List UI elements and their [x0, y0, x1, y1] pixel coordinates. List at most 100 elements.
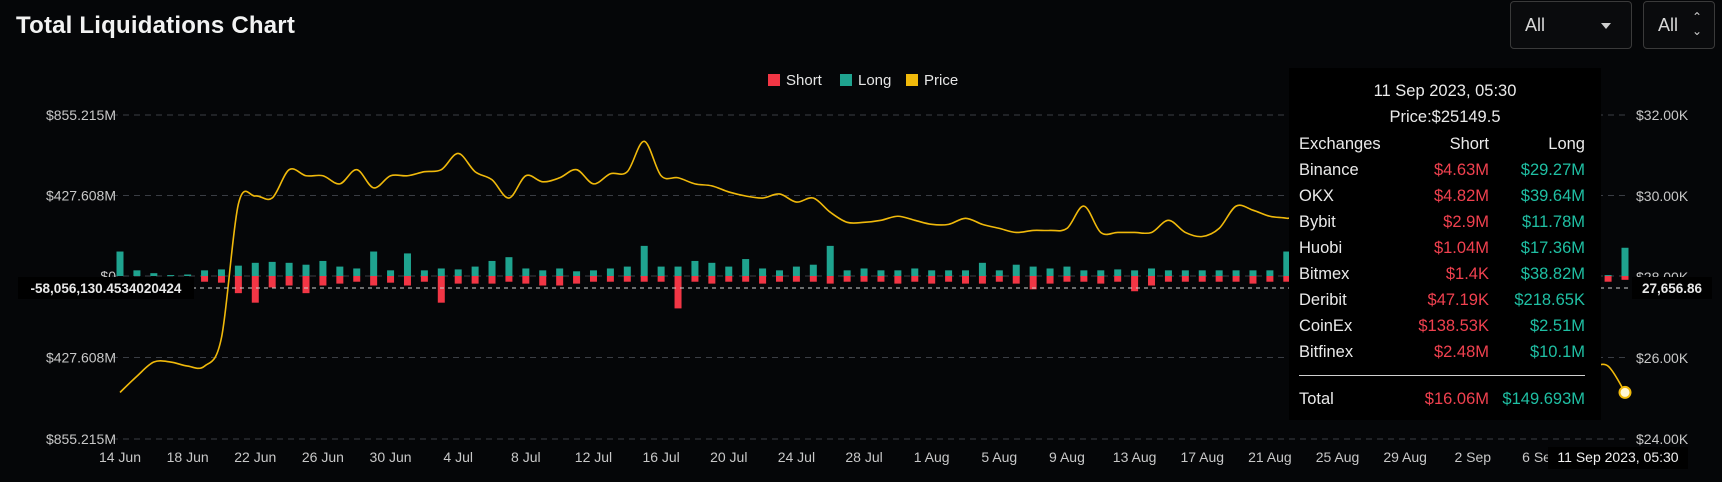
long-bar [319, 260, 327, 276]
short-bar [573, 276, 581, 284]
tooltip-header-row: Exchanges Short Long [1299, 135, 1585, 159]
tooltip-total-row: Total $16.06M $149.693M [1299, 390, 1585, 414]
tooltip-short-value: $4.63M [1433, 161, 1489, 179]
long-bar [640, 245, 648, 276]
long-bar [556, 268, 564, 276]
long-bar [843, 270, 851, 276]
tooltip-exchange-name: Huobi [1299, 239, 1343, 257]
long-bar [336, 266, 344, 276]
long-bar [860, 268, 868, 276]
long-bar [877, 270, 885, 276]
long-bar [1063, 266, 1071, 276]
tooltip-long-value: $29.27M [1520, 161, 1585, 179]
long-bar [387, 270, 395, 276]
short-bar [1283, 276, 1291, 282]
long-bar [488, 260, 496, 276]
short-bar [1266, 276, 1274, 282]
tooltip-long-value: $10.1M [1529, 343, 1585, 361]
x-axis-tick: 24 Jul [778, 449, 815, 465]
right-axis-tick: $32.00K [1636, 107, 1689, 123]
tooltip-exchange-name: OKX [1299, 187, 1334, 205]
short-bar [1097, 276, 1105, 284]
tooltip-row: Bitfinex $2.48M $10.1M [1299, 343, 1585, 367]
tooltip-row: Deribit $47.19K $218.65K [1299, 291, 1585, 315]
x-axis-tick: 8 Jul [511, 449, 541, 465]
price-point-marker [1618, 385, 1632, 399]
long-bar [184, 274, 192, 276]
tooltip-short-value: $138.53K [1418, 317, 1489, 335]
short-bar [1621, 276, 1629, 280]
long-bar [962, 270, 970, 276]
long-bar [826, 245, 834, 276]
long-bar [775, 270, 783, 276]
long-bar [911, 268, 919, 276]
long-bar [285, 262, 293, 276]
tooltip-header-short: Short [1449, 135, 1489, 153]
tooltip-long-value: $39.64M [1520, 187, 1585, 205]
long-bar [725, 266, 733, 276]
short-bar [1080, 276, 1088, 282]
short-bar [826, 276, 834, 284]
short-bar [251, 276, 259, 303]
short-bar [623, 276, 631, 282]
x-axis-tick: 5 Aug [981, 449, 1017, 465]
range-select[interactable]: All ⌃ ⌄ [1643, 1, 1715, 49]
short-bar [759, 276, 767, 284]
crosshair-left-label-bg [18, 277, 194, 299]
long-bar [251, 262, 259, 276]
long-bar [353, 268, 361, 276]
long-bar [1080, 270, 1088, 276]
long-bar [573, 271, 581, 276]
short-bar [370, 276, 378, 286]
short-bar [691, 276, 699, 282]
short-bar [708, 276, 716, 284]
long-bar [201, 270, 209, 276]
short-bar [589, 276, 597, 282]
long-bar [928, 270, 936, 276]
exchange-select-value: All [1525, 15, 1546, 35]
legend-swatch [840, 74, 852, 86]
x-axis-tick: 28 Jul [845, 449, 882, 465]
long-bar [1131, 270, 1139, 276]
long-bar [1029, 266, 1037, 276]
tooltip-total-long: $149.693M [1502, 390, 1585, 408]
short-bar [725, 276, 733, 282]
long-bar [792, 266, 800, 276]
short-bar [894, 276, 902, 284]
x-axis-tick: 22 Jun [234, 449, 276, 465]
crosshair-x-value: 11 Sep 2023, 05:30 [1557, 449, 1678, 465]
right-axis-tick: $24.00K [1636, 431, 1689, 447]
short-bar [809, 276, 817, 282]
exchange-select[interactable]: All [1510, 1, 1632, 49]
tooltip-long-value: $38.82M [1520, 265, 1585, 283]
range-select-value: All [1658, 15, 1679, 35]
long-bar [1198, 270, 1206, 276]
short-bar [792, 276, 800, 282]
chart-title: Total Liquidations Chart [16, 12, 296, 39]
short-bar [387, 276, 395, 283]
crosshair-right-label-bg [1632, 277, 1712, 299]
x-axis-tick: 1 Aug [914, 449, 950, 465]
tooltip-exchange-name: Bitfinex [1299, 343, 1354, 361]
long-bar [505, 257, 513, 276]
tooltip-row: OKX $4.82M $39.64M [1299, 187, 1585, 211]
long-bar [1266, 270, 1274, 276]
tooltip-total-short: $16.06M [1424, 390, 1489, 408]
short-bar [1148, 276, 1156, 286]
short-bar [1215, 276, 1223, 282]
long-bar [167, 275, 175, 277]
short-bar [201, 276, 209, 282]
short-bar [1114, 276, 1122, 282]
long-bar [894, 270, 902, 276]
short-bar [962, 276, 970, 284]
long-bar [116, 251, 124, 276]
tooltip-row: CoinEx $138.53K $2.51M [1299, 317, 1585, 341]
long-bar [234, 265, 242, 276]
long-bar [133, 270, 141, 276]
x-axis-tick: 25 Aug [1316, 449, 1360, 465]
long-bar [995, 270, 1003, 276]
long-bar [471, 266, 479, 276]
long-bar [1283, 251, 1291, 276]
long-bar [606, 268, 614, 276]
left-axis-tick: $855.215M [46, 107, 116, 123]
